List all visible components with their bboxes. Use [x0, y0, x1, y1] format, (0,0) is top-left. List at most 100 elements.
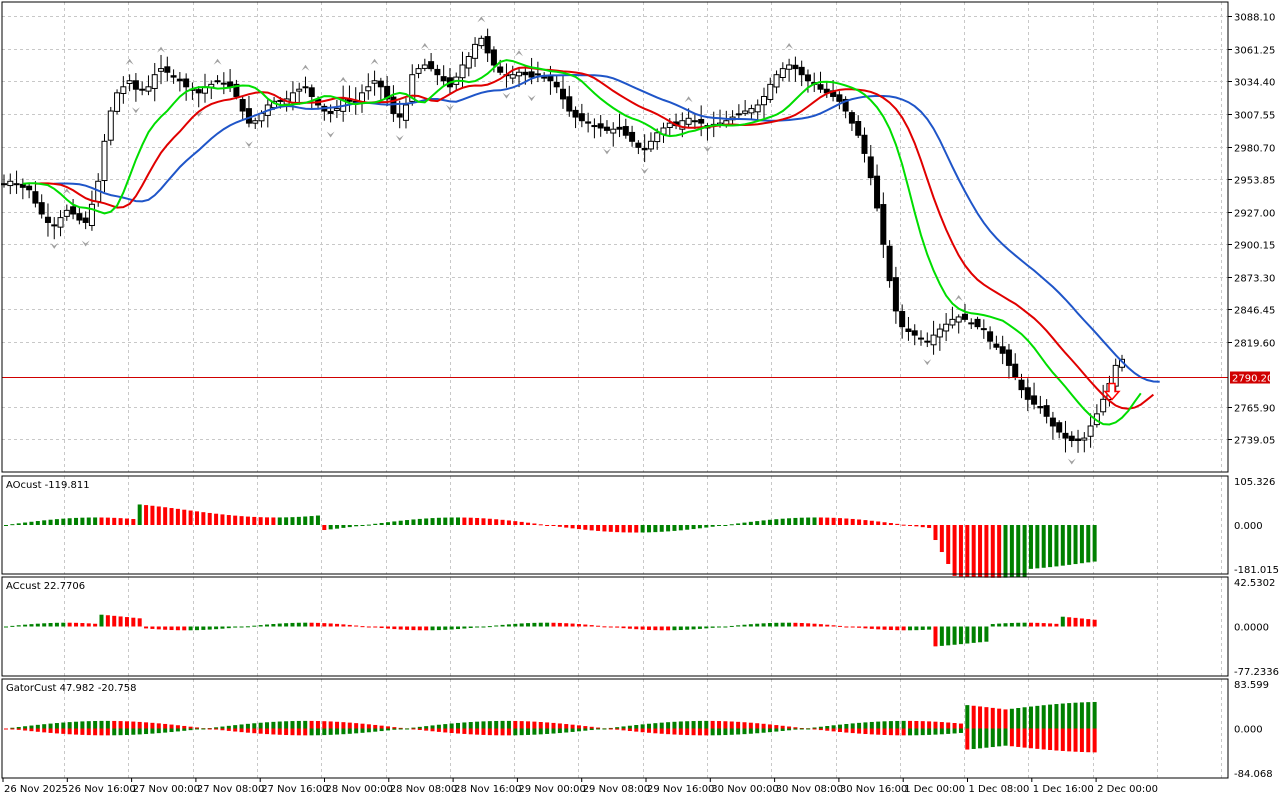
candle[interactable]: [924, 332, 931, 348]
candle[interactable]: [183, 73, 190, 101]
candle[interactable]: [918, 330, 925, 346]
candle[interactable]: [1031, 382, 1038, 410]
candle[interactable]: [51, 217, 58, 240]
candle[interactable]: [892, 266, 899, 324]
candle[interactable]: [233, 79, 240, 100]
candle[interactable]: [855, 115, 862, 139]
candle[interactable]: [566, 85, 573, 117]
candle[interactable]: [478, 35, 485, 49]
candle[interactable]: [880, 192, 887, 258]
candle[interactable]: [754, 99, 761, 121]
candle[interactable]: [101, 134, 108, 193]
candle[interactable]: [107, 106, 114, 146]
candle[interactable]: [239, 96, 246, 120]
candle[interactable]: [220, 72, 227, 95]
candle[interactable]: [591, 118, 598, 139]
candle[interactable]: [434, 64, 441, 86]
candle[interactable]: [44, 203, 51, 237]
candle[interactable]: [1068, 431, 1075, 448]
candle[interactable]: [949, 306, 956, 329]
candle[interactable]: [560, 75, 566, 109]
candle[interactable]: [955, 314, 962, 334]
candle[interactable]: [1087, 413, 1094, 448]
candle[interactable]: [886, 240, 893, 288]
candle[interactable]: [296, 82, 303, 105]
candle[interactable]: [597, 114, 604, 137]
candle[interactable]: [371, 70, 378, 96]
candle[interactable]: [647, 132, 654, 153]
candle[interactable]: [302, 76, 309, 94]
candle[interactable]: [1005, 343, 1012, 379]
candle[interactable]: [899, 304, 906, 339]
candle[interactable]: [610, 122, 617, 147]
candle[interactable]: [773, 70, 780, 94]
candle[interactable]: [1043, 399, 1050, 424]
candle[interactable]: [472, 37, 479, 67]
candle[interactable]: [798, 60, 805, 87]
candle[interactable]: [516, 67, 523, 88]
candle[interactable]: [836, 91, 843, 110]
candle[interactable]: [421, 58, 428, 72]
candle[interactable]: [26, 182, 33, 199]
candle[interactable]: [735, 104, 742, 119]
candle[interactable]: [428, 52, 435, 72]
candle[interactable]: [999, 335, 1006, 365]
candle[interactable]: [19, 178, 26, 200]
candle[interactable]: [145, 75, 152, 96]
candle[interactable]: [968, 318, 975, 329]
candle[interactable]: [139, 81, 146, 96]
candle[interactable]: [1100, 384, 1107, 416]
candle[interactable]: [961, 303, 968, 322]
candle[interactable]: [760, 87, 767, 119]
candle[interactable]: [905, 316, 912, 341]
candle[interactable]: [974, 316, 981, 330]
candle[interactable]: [126, 74, 133, 92]
candle[interactable]: [1049, 411, 1056, 440]
candle[interactable]: [38, 194, 45, 219]
candle[interactable]: [70, 198, 77, 220]
candle[interactable]: [7, 173, 14, 195]
candle[interactable]: [993, 335, 1000, 351]
candle[interactable]: [151, 62, 158, 102]
candle[interactable]: [698, 105, 705, 137]
candle[interactable]: [365, 73, 372, 100]
candle[interactable]: [88, 190, 95, 231]
candle[interactable]: [465, 52, 472, 77]
candle[interactable]: [82, 211, 89, 230]
candle[interactable]: [1075, 429, 1082, 453]
candle[interactable]: [333, 99, 340, 119]
candle[interactable]: [308, 84, 315, 110]
candle[interactable]: [528, 57, 535, 85]
candle[interactable]: [936, 323, 943, 351]
candle[interactable]: [987, 326, 994, 350]
indicator-panels[interactable]: AOcust -119.811 ACcust 22.7706 GatorCust 4…: [4, 480, 1097, 753]
candle[interactable]: [742, 100, 749, 116]
candle[interactable]: [585, 112, 592, 133]
candle[interactable]: [641, 134, 648, 163]
candle[interactable]: [861, 127, 868, 163]
candle[interactable]: [874, 164, 881, 212]
candle[interactable]: [377, 77, 384, 101]
candle[interactable]: [1062, 420, 1069, 453]
candle[interactable]: [603, 120, 610, 134]
candle[interactable]: [170, 69, 177, 84]
candle[interactable]: [32, 181, 39, 208]
candle[interactable]: [911, 324, 918, 346]
candle[interactable]: [792, 56, 799, 82]
candle[interactable]: [943, 313, 950, 342]
price-panel[interactable]: [1, 16, 1229, 465]
candle[interactable]: [572, 106, 579, 129]
candle[interactable]: [158, 54, 165, 85]
candle[interactable]: [622, 118, 629, 139]
candle[interactable]: [214, 75, 221, 85]
candle[interactable]: [635, 140, 642, 155]
candle[interactable]: [786, 58, 793, 82]
candle[interactable]: [415, 64, 422, 79]
candle[interactable]: [748, 104, 755, 120]
candle[interactable]: [484, 28, 491, 63]
candle[interactable]: [76, 207, 83, 225]
candle[interactable]: [132, 73, 139, 102]
candle[interactable]: [1056, 420, 1063, 439]
